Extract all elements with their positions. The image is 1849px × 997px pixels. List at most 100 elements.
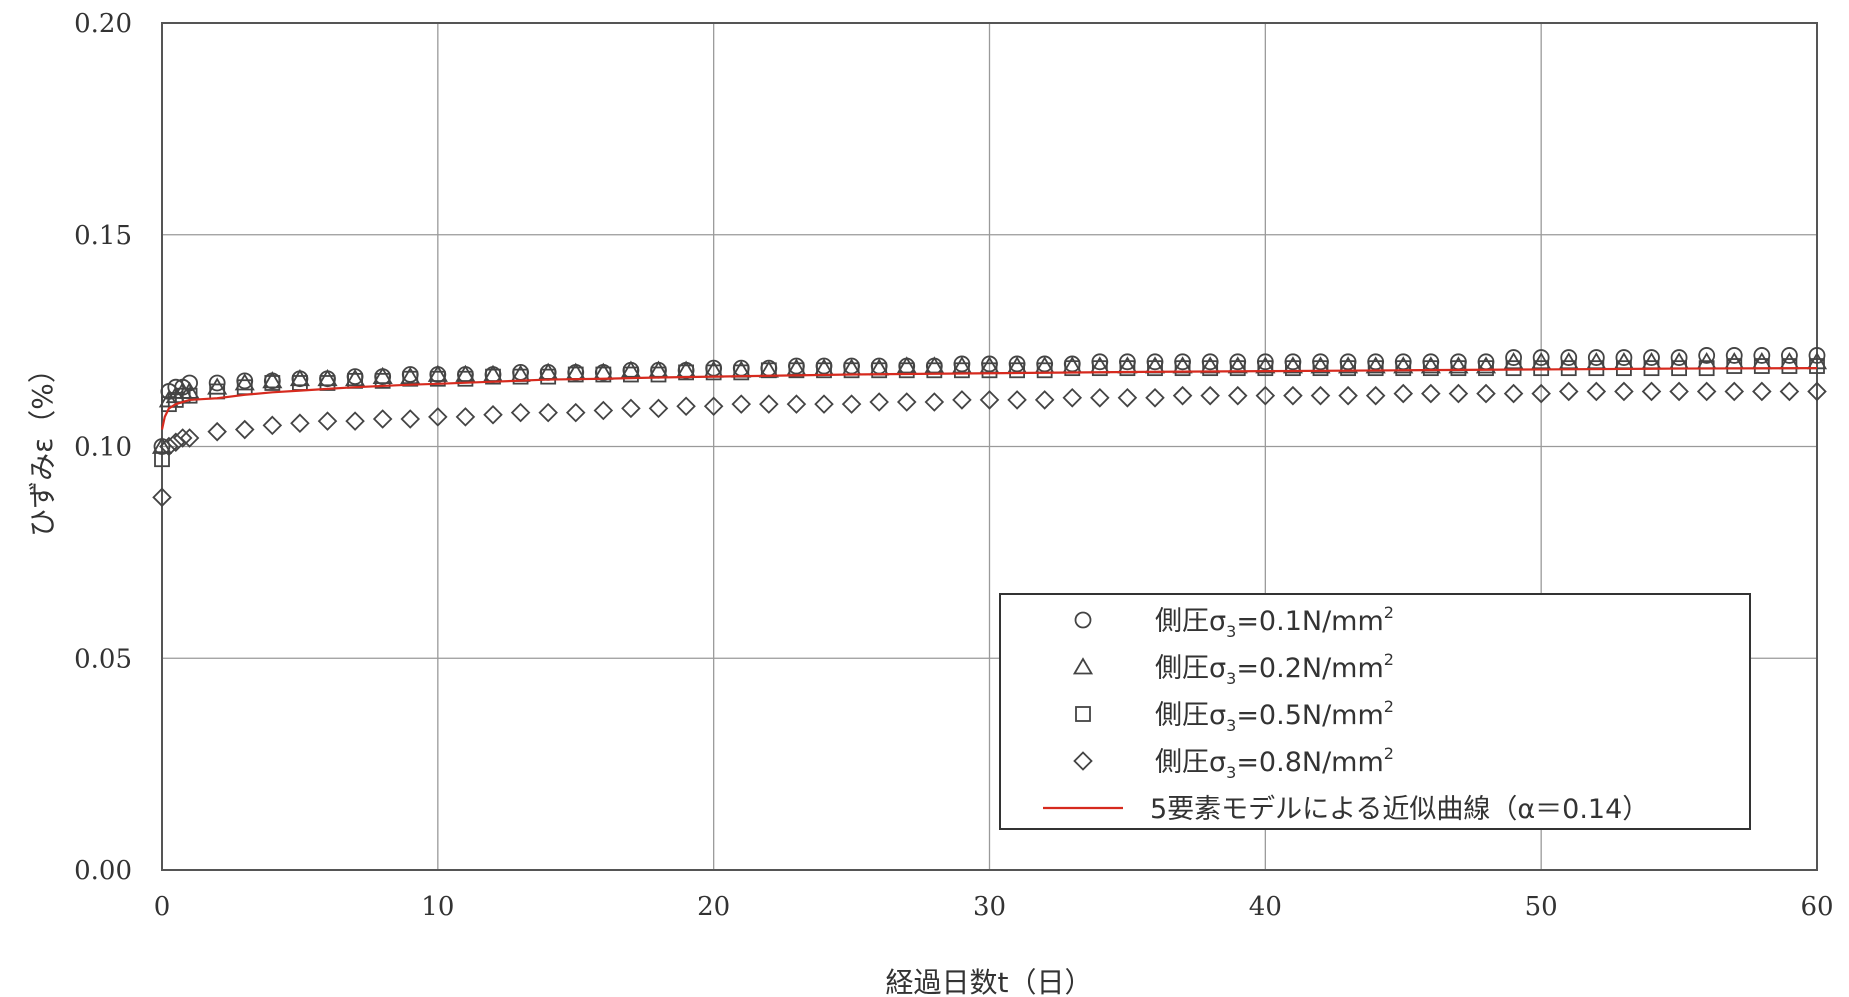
diamond-point [317,411,338,431]
grid [162,23,1817,870]
y-tick-label: 0.10 [74,433,132,463]
diamond-point [1724,381,1745,402]
circle-point [1174,353,1191,371]
circle-point [208,374,226,392]
diamond-point [565,402,586,423]
diamond-point [1696,381,1717,402]
square-point [1202,360,1219,377]
legend-box [999,593,1751,830]
circle-point [1560,349,1578,366]
plot-area-frame [161,22,1818,871]
square-point [1174,360,1191,377]
x-tick-labels: 0 10 20 30 40 50 60 [154,892,1834,922]
series-line [160,367,1818,430]
triangle-point [262,371,283,389]
circle-point [1008,355,1026,373]
legend-item: 側圧σ3=0.1N/mm2 [1074,603,1394,641]
circle-point [1091,353,1109,371]
circle-point [236,372,254,390]
diamond-point [152,487,172,508]
triangle-point [1255,356,1276,374]
diamond-point [538,402,558,423]
diamond-point [172,428,193,448]
diamond-point [1641,381,1662,402]
circle-point [1808,347,1826,364]
legend-label-subscript: 3 [1226,716,1236,735]
legend-label-superscript: 2 [1384,744,1394,763]
diamond-point [703,396,724,417]
legend-label-main: 側圧σ [1155,700,1226,731]
triangle-point [1365,356,1386,374]
legend-label-rest: =0.1N/mm [1236,606,1383,637]
legend-label-subscript: 3 [1226,669,1236,688]
diamond-point [372,409,393,429]
legend-label: 側圧σ3=0.1N/mm2 [1155,603,1394,641]
triangle-point [896,356,917,374]
circle-point [1229,353,1247,371]
diamond-point [1807,381,1827,402]
triangle-point [207,377,228,395]
legend-label: 側圧σ3=0.2N/mm2 [1155,650,1394,688]
legend-label: 側圧σ3=0.8N/mm2 [1155,744,1394,782]
diamond-point [786,394,807,414]
legend-label-superscript: 2 [1384,697,1394,716]
circle-point [401,366,419,383]
legend-item: 側圧σ3=0.2N/mm2 [1072,650,1394,688]
circle-point [815,357,833,375]
circle-point [346,368,364,386]
series-layer [151,347,1828,508]
legend-label: 側圧σ3=0.5N/mm2 [1155,697,1394,735]
circle-point [1505,349,1522,366]
diamond-point [290,413,310,433]
diamond-point [648,398,669,419]
legend-item: 5要素モデルによる近似曲線（α＝0.14） [1043,794,1649,825]
x-axis-title: 経過日数t（日） [886,966,1093,997]
legend-label-rest: =0.5N/mm [1236,700,1383,731]
circle-point [1339,353,1357,371]
legend-label: 5要素モデルによる近似曲線（α＝0.14） [1150,794,1649,825]
diamond-point [1779,381,1800,402]
diamond-point [593,400,614,421]
diamond-point [1007,390,1027,410]
square-point [1450,360,1467,377]
y-tick-label: 0.05 [74,644,132,674]
circle-point [1201,353,1219,371]
x-tick-label: 10 [421,892,454,922]
diamond-point [676,396,696,417]
circle-point [1367,353,1385,371]
circle-point [153,438,171,455]
legend-diamond-swatch [1073,751,1093,771]
diamond-point [759,394,779,414]
legend-square-swatch [1075,706,1091,722]
diamond-point [1476,383,1496,404]
square-point [1478,360,1494,377]
triangle-point [1282,356,1303,374]
triangle-point [1448,356,1469,374]
legend-item: 側圧σ3=0.8N/mm2 [1073,744,1394,782]
diamond-point [234,419,255,440]
x-tick-label: 20 [697,892,730,922]
diamond-point [841,394,862,414]
diamond-point [1503,383,1524,404]
legend-item: 側圧σ3=0.5N/mm2 [1075,697,1394,735]
triangle-point [372,366,393,385]
series-diamond [152,381,1827,508]
triangle-point [179,381,200,399]
circle-point [953,355,971,373]
circle-point [1119,353,1136,371]
diamond-point [483,404,503,425]
x-tick-label: 40 [1249,892,1282,922]
legend-triangle-swatch [1072,657,1094,675]
circle-point [181,374,198,392]
diamond-point [179,428,200,448]
circle-point [1615,349,1633,366]
legend-label-superscript: 2 [1384,603,1394,622]
diamond-point [924,392,945,412]
diamond-point [1586,381,1607,402]
diamond-point [455,407,476,427]
diamond-point [814,394,834,414]
diamond-point [1117,388,1138,408]
diamond-point [1172,385,1193,406]
legend-label-rest: =0.2N/mm [1236,653,1383,684]
x-tick-label: 30 [973,892,1006,922]
